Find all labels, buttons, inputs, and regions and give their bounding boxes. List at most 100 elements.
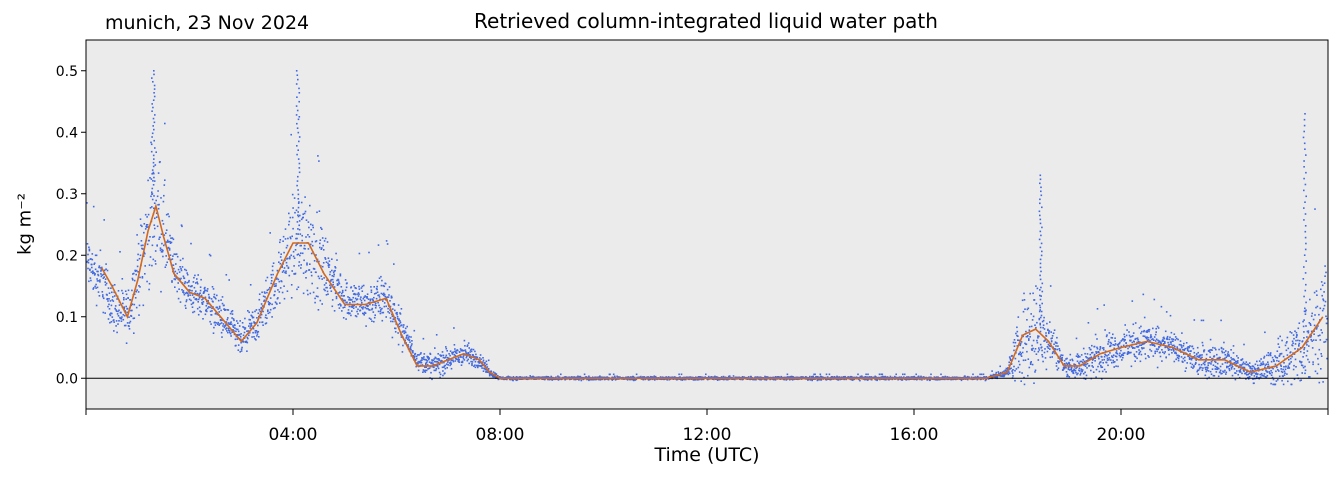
data-point (346, 301, 348, 304)
data-point (302, 213, 304, 215)
data-point (205, 308, 208, 311)
data-point (178, 271, 181, 273)
data-point (1050, 340, 1053, 342)
data-point (445, 354, 448, 357)
data-point (1168, 348, 1171, 351)
data-point (307, 293, 309, 296)
data-point (1168, 338, 1171, 341)
data-point (1079, 370, 1081, 372)
data-point (1151, 343, 1153, 345)
data-point (450, 367, 453, 370)
data-point (1200, 366, 1202, 369)
data-point (1093, 345, 1096, 348)
data-point (1069, 369, 1071, 371)
data-point (223, 304, 225, 307)
data-point (1219, 356, 1221, 359)
data-point (317, 275, 320, 278)
data-point (1070, 366, 1073, 369)
data-point (139, 254, 142, 257)
data-point (177, 297, 180, 300)
data-point (152, 236, 154, 238)
data-point (902, 373, 904, 376)
data-point (1036, 341, 1039, 344)
data-point (131, 289, 133, 292)
data-point (170, 241, 173, 244)
data-point (976, 378, 979, 381)
data-point (100, 270, 102, 272)
data-point (251, 316, 254, 319)
data-point (1140, 353, 1143, 356)
data-point (1022, 359, 1025, 362)
data-point (1005, 373, 1007, 375)
data-point (214, 321, 216, 324)
data-point (313, 268, 316, 270)
data-point (250, 325, 253, 327)
data-point (115, 325, 117, 327)
data-point (333, 310, 336, 312)
data-point (373, 320, 375, 323)
data-point (417, 369, 420, 372)
data-point (1241, 372, 1243, 375)
data-point (1166, 335, 1169, 338)
data-point (209, 320, 211, 323)
data-point (382, 311, 385, 314)
data-point (376, 280, 379, 283)
data-point (1045, 368, 1048, 371)
data-point (222, 329, 224, 331)
data-point (754, 376, 757, 378)
data-point (1154, 350, 1156, 353)
data-point (1123, 336, 1126, 338)
data-point (123, 297, 125, 299)
data-point (348, 312, 350, 315)
data-point (461, 350, 463, 352)
data-point (982, 373, 985, 376)
data-point (443, 366, 445, 368)
data-point (1268, 371, 1270, 373)
data-point (1230, 356, 1232, 359)
data-point (595, 378, 598, 381)
data-point (117, 315, 120, 317)
data-point (1028, 366, 1031, 369)
data-point (1077, 354, 1080, 357)
data-point (1036, 287, 1039, 290)
data-point (1228, 369, 1231, 372)
data-point (1174, 345, 1176, 348)
data-point (237, 328, 239, 331)
data-point (124, 290, 127, 292)
data-point (1156, 350, 1158, 353)
data-point (632, 375, 635, 378)
data-point (1091, 361, 1093, 364)
data-point (1063, 359, 1066, 362)
data-point (811, 378, 813, 381)
data-point (588, 379, 590, 382)
data-point (289, 216, 292, 219)
data-point (1127, 351, 1130, 353)
data-point (1119, 341, 1121, 344)
data-point (323, 284, 326, 286)
data-point (136, 259, 139, 261)
data-point (1040, 310, 1043, 313)
data-point (1149, 348, 1151, 351)
data-point (1229, 360, 1232, 363)
data-point (1130, 365, 1133, 368)
data-point (474, 350, 476, 353)
data-point (1020, 355, 1023, 357)
data-point (279, 256, 282, 258)
data-point (289, 236, 292, 238)
data-point (135, 290, 137, 293)
data-point (1013, 339, 1016, 341)
data-point (452, 351, 455, 353)
data-point (141, 277, 144, 279)
data-point (144, 273, 146, 275)
data-point (263, 291, 266, 293)
data-point (94, 268, 97, 271)
data-point (133, 279, 136, 282)
data-point (1249, 367, 1251, 369)
data-point (718, 378, 721, 381)
data-point (362, 297, 365, 300)
data-point (263, 300, 265, 302)
data-point (1277, 378, 1279, 381)
data-point (242, 334, 245, 337)
data-point (318, 160, 320, 162)
data-point (968, 376, 970, 379)
